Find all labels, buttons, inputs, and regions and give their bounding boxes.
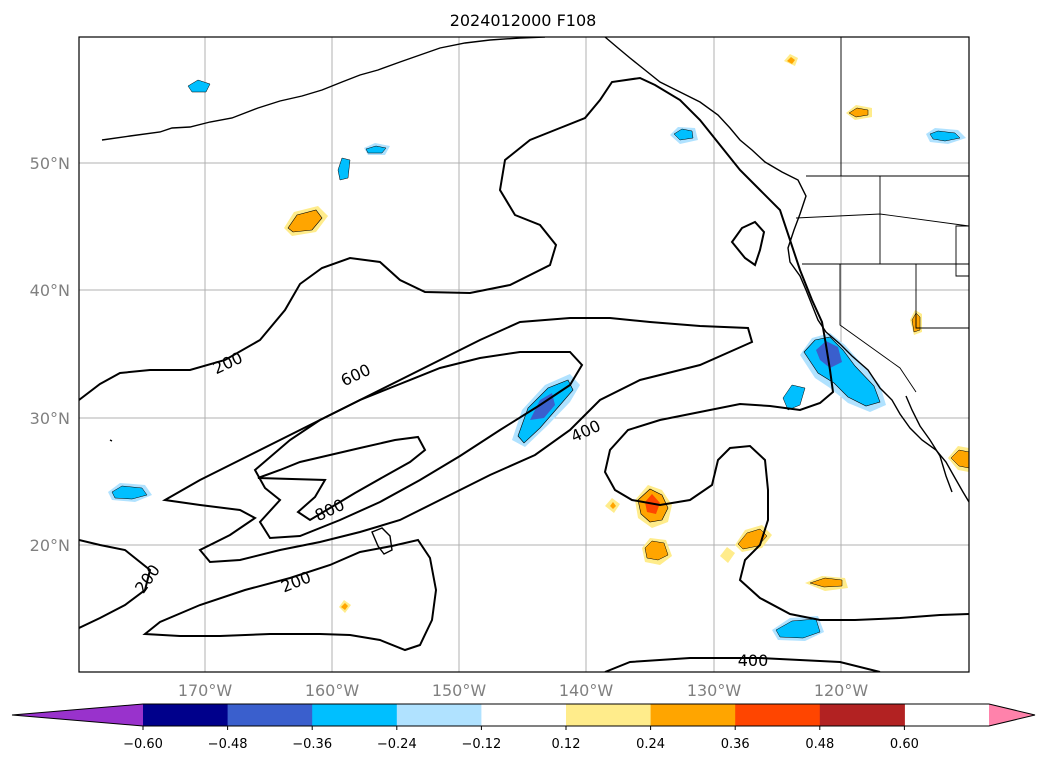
lon-label-170: 170°W [178, 681, 233, 700]
contour-label-400-b: 400 [738, 651, 769, 670]
colorbar: −0.60 −0.48 −0.36 −0.24 −0.12 0.12 0.24 0.36 0.4… [11, 703, 1036, 752]
latitude-labels: 50°N 40°N 30°N 20°N [30, 154, 70, 555]
colorbar-segment [735, 704, 821, 726]
lat-label-20: 20°N [30, 536, 70, 555]
longitude-labels: 170°W 160°W 150°W 140°W 130°W 120°W [178, 681, 869, 700]
lat-label-50: 50°N [30, 154, 70, 173]
lon-label-120: 120°W [814, 681, 869, 700]
colorbar-extend-low [12, 704, 143, 726]
graticule [79, 37, 969, 672]
colorbar-extend-high [989, 704, 1035, 726]
colorbar-segment [227, 704, 313, 726]
contour-label-800: 800 [312, 495, 348, 525]
borders [795, 37, 969, 393]
colorbar-tick-label: −0.24 [377, 737, 417, 752]
colorbar-tick-label: 0.24 [636, 737, 665, 752]
shaded-field [108, 54, 969, 641]
contour-label-600: 600 [338, 360, 374, 390]
colorbar-segment [481, 704, 567, 726]
contour-200-north [79, 76, 969, 621]
colorbar-segment [566, 704, 652, 726]
contour-200-south [79, 539, 152, 629]
colorbar-segment [650, 704, 736, 726]
map-frame [78, 36, 970, 673]
colorbar-tick-label: −0.36 [292, 737, 332, 752]
contour-800 [257, 435, 427, 522]
lon-label-140: 140°W [559, 681, 614, 700]
colorbar-tick-label: −0.12 [461, 737, 501, 752]
contour-label-200-c: 200 [131, 561, 164, 597]
coastlines [101, 37, 969, 555]
colorbar-segment [396, 704, 482, 726]
lat-label-40: 40°N [30, 281, 70, 300]
map-title: 2024012000 F108 [450, 11, 597, 30]
contour-400-south [604, 657, 881, 672]
lon-label-160: 160°W [305, 681, 360, 700]
colorbar-tick-label: 0.60 [890, 737, 919, 752]
colorbar-tick-label: −0.60 [123, 737, 163, 752]
colorbar-segment [312, 704, 398, 726]
colorbar-tick-label: 0.12 [552, 737, 581, 752]
map-area: 200 600 800 400 200 200 400 [79, 37, 969, 672]
contour-600 [253, 351, 584, 540]
lon-label-150: 150°W [432, 681, 487, 700]
lon-label-130: 130°W [687, 681, 742, 700]
colorbar-segment [143, 704, 229, 726]
colorbar-tick-label: −0.48 [208, 737, 248, 752]
colorbar-tick-label: 0.36 [721, 737, 750, 752]
colorbar-tick-label: 0.48 [805, 737, 834, 752]
contours [79, 76, 969, 672]
lat-label-30: 30°N [30, 409, 70, 428]
colorbar-segment [819, 704, 905, 726]
contour-400 [161, 317, 754, 564]
contour-200-south-2 [142, 538, 438, 652]
